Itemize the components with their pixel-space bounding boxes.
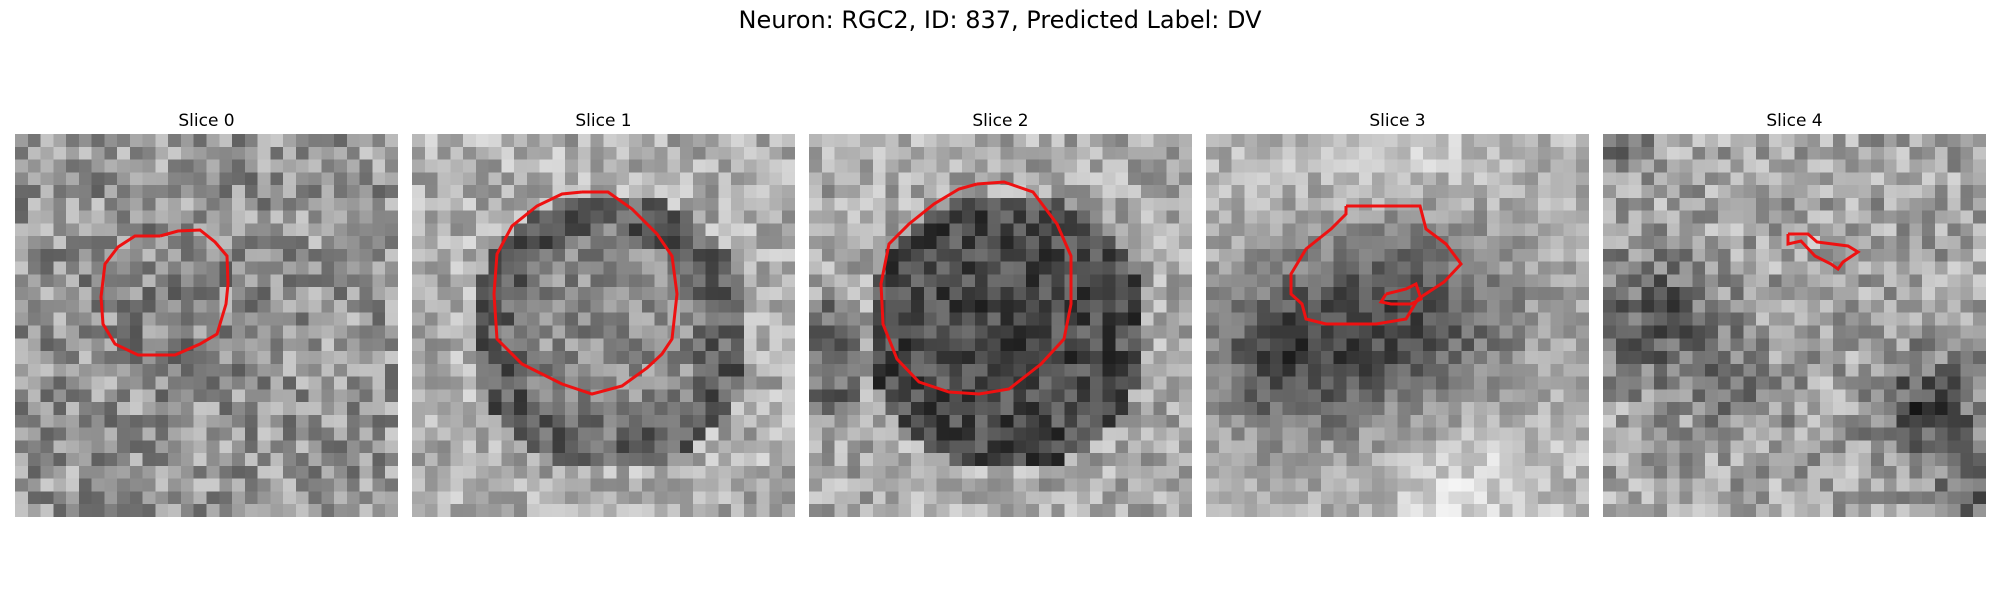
segmentation-contour-overlay (1786, 232, 1861, 272)
segmentation-contour-overlay (492, 190, 679, 396)
slice-image (1603, 134, 1986, 517)
slice-title: Slice 4 (1766, 111, 1823, 131)
grayscale-slice-image (809, 134, 1192, 517)
slice-title: Slice 1 (575, 111, 632, 131)
slice-image (1206, 134, 1589, 517)
slice-panel-1: Slice 1 (412, 100, 795, 517)
slice-image (412, 134, 795, 517)
segmentation-contour-overlay (1289, 204, 1463, 326)
slice-panel-3: Slice 3 (1206, 100, 1589, 517)
slice-title: Slice 2 (972, 111, 1029, 131)
slice-image (809, 134, 1192, 517)
grayscale-slice-image (412, 134, 795, 517)
slice-panel-2: Slice 2 (809, 100, 1192, 517)
slice-title: Slice 0 (178, 111, 235, 131)
segmentation-contour-overlay (879, 180, 1073, 396)
segmentation-contour (1786, 232, 1861, 272)
segmentation-contour (492, 190, 679, 396)
segmentation-contour (879, 180, 1073, 396)
segmentation-contour-inner (1378, 281, 1423, 306)
figure-title: Neuron: RGC2, ID: 837, Predicted Label: … (738, 6, 1262, 34)
slice-panel-4: Slice 4 (1603, 100, 1986, 517)
grayscale-slice-image (1603, 134, 1986, 517)
grayscale-slice-image (1206, 134, 1589, 517)
slice-panel-0: Slice 0 (15, 100, 398, 517)
grayscale-slice-image (15, 134, 398, 517)
slice-image (15, 134, 398, 517)
slice-title: Slice 3 (1369, 111, 1426, 131)
segmentation-contour (99, 228, 230, 357)
segmentation-contour-overlay (99, 228, 230, 357)
segmentation-contour (1289, 204, 1463, 326)
